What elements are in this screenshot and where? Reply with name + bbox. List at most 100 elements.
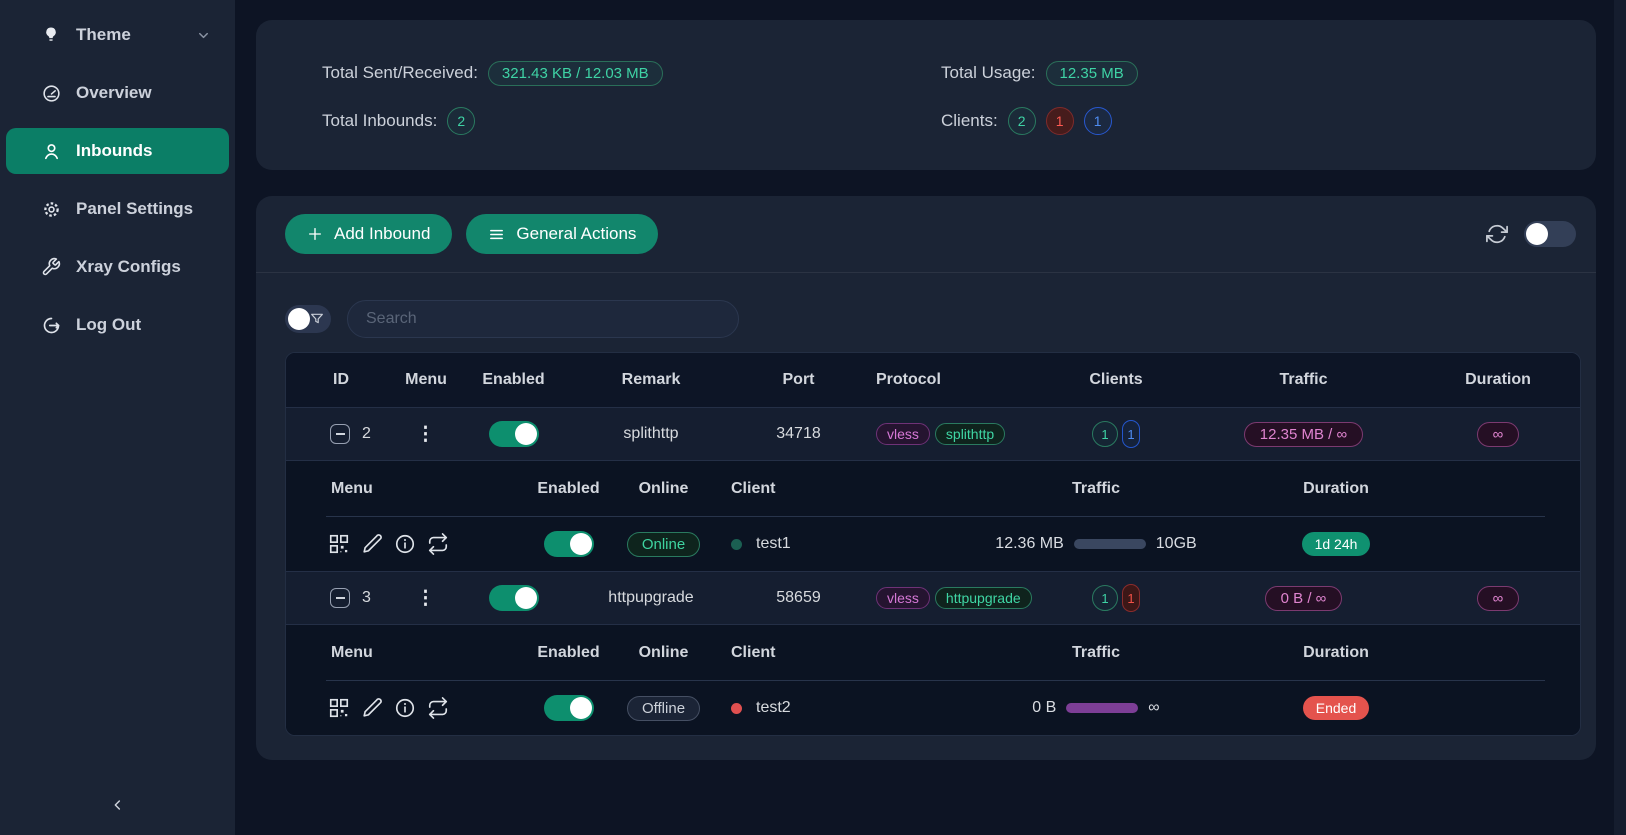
col-header-menu: Menu [405, 371, 447, 388]
inbound-traffic-badge: 12.35 MB / ∞ [1243, 421, 1364, 447]
client-duration-badge: 1d 24h [1301, 532, 1371, 556]
col-header-port: Port [782, 371, 815, 388]
filter-funnel-icon [309, 311, 325, 327]
sidebar-item-inbounds[interactable]: Inbounds [6, 128, 229, 174]
sidebar-collapse-button[interactable] [0, 797, 235, 813]
inbound-enabled-toggle[interactable] [488, 421, 539, 447]
sidebar-item-overview[interactable]: Overview [6, 70, 229, 116]
sidebar-item-label: Theme [76, 25, 131, 44]
logout-icon [40, 314, 62, 336]
sidebar-item-label: Inbounds [76, 141, 153, 160]
col-header-id: ID [333, 371, 349, 388]
client-enabled-toggle[interactable] [543, 531, 594, 557]
gear-icon [40, 198, 62, 220]
protocol-tag: vless [876, 587, 930, 609]
toggle-knob [569, 697, 592, 719]
sub-header-online: Online [638, 643, 689, 661]
edit-client-button[interactable] [361, 533, 383, 555]
client-enabled-toggle[interactable] [543, 695, 594, 721]
collapse-row-button[interactable] [330, 424, 350, 444]
user-icon [40, 140, 62, 162]
sub-header-client: Client [731, 479, 776, 497]
transport-tag: httpupgrade [934, 587, 1032, 609]
sub-header-menu: Menu [331, 643, 373, 661]
scrollbar[interactable] [1614, 0, 1626, 835]
client-name: test1 [756, 535, 791, 552]
qr-code-button[interactable] [328, 697, 350, 719]
client-status-dot [731, 538, 742, 550]
sidebar-item-label: Log Out [76, 315, 142, 334]
sidebar-item-label: Xray Configs [76, 257, 181, 276]
client-info-button[interactable] [394, 533, 416, 555]
refresh-icon[interactable] [1486, 223, 1508, 245]
sidebar-item-xray-configs[interactable]: Xray Configs [6, 244, 229, 290]
clients-count-online: 1 [1083, 107, 1112, 135]
inbound-id: 2 [362, 425, 371, 442]
client-count-badge: 1 [1122, 584, 1140, 612]
client-traffic-total: ∞ [1148, 699, 1160, 716]
sub-header-duration: Duration [1303, 643, 1369, 661]
total-usage-label: Total Usage: [941, 63, 1036, 82]
stats-panel: Total Sent/Received: 321.43 KB / 12.03 M… [256, 20, 1596, 170]
traffic-progress-bar [1066, 703, 1139, 713]
qr-code-button[interactable] [328, 533, 350, 555]
inbound-remark: splithttp [623, 425, 679, 442]
total-inbounds-label: Total Inbounds: [322, 111, 438, 130]
client-info-button[interactable] [394, 697, 416, 719]
sidebar: Theme Overview Inbounds [0, 0, 235, 835]
client-duration-badge: Ended [1302, 696, 1370, 720]
filter-toggle[interactable] [285, 305, 331, 333]
inbound-remark: httpupgrade [608, 589, 694, 606]
inbound-port: 58659 [776, 589, 821, 606]
sidebar-item-label: Overview [76, 83, 152, 102]
sidebar-item-panel-settings[interactable]: Panel Settings [6, 186, 229, 232]
client-count-badge: 1 [1092, 585, 1118, 611]
gauge-icon [40, 82, 62, 104]
client-count-badge: 1 [1092, 421, 1118, 447]
inbound-duration-badge: ∞ [1476, 585, 1520, 611]
client-traffic-total: 10GB [1155, 535, 1197, 552]
search-input[interactable] [347, 300, 739, 338]
client-traffic-used: 0 B [1032, 699, 1057, 716]
col-header-remark: Remark [621, 371, 681, 388]
sub-header-traffic: Traffic [1071, 479, 1120, 497]
reset-traffic-button[interactable] [427, 533, 449, 555]
inbound-row: 2 ⋮ splithttp 34718 vless splithttp 1 1 … [286, 407, 1580, 461]
toggle-knob [514, 423, 537, 445]
col-header-enabled: Enabled [482, 371, 545, 388]
sub-header-duration: Duration [1303, 479, 1369, 497]
row-menu-button[interactable]: ⋮ [416, 423, 436, 445]
collapse-row-button[interactable] [330, 588, 350, 608]
menu-lines-icon [488, 226, 505, 243]
chevron-down-icon [196, 28, 211, 43]
client-header-row: Menu Enabled Online Client Traffic Durat… [286, 461, 1580, 516]
client-header-divider [326, 680, 1545, 681]
toggle-knob [569, 533, 592, 555]
edit-client-button[interactable] [361, 697, 383, 719]
col-header-clients: Clients [1089, 371, 1143, 388]
sidebar-item-log-out[interactable]: Log Out [6, 302, 229, 348]
sidebar-item-theme[interactable]: Theme [6, 12, 229, 58]
toggle-knob [514, 587, 537, 609]
clients-count-expired: 1 [1045, 107, 1074, 135]
client-header-row: Menu Enabled Online Client Traffic Durat… [286, 625, 1580, 680]
traffic-progress-bar [1073, 539, 1146, 549]
auto-refresh-toggle[interactable] [1524, 221, 1576, 247]
reset-traffic-button[interactable] [427, 697, 449, 719]
sub-header-menu: Menu [331, 479, 373, 497]
row-menu-button[interactable]: ⋮ [416, 587, 436, 609]
client-header-divider [326, 516, 1545, 517]
wrench-icon [40, 256, 62, 278]
sub-header-online: Online [638, 479, 689, 497]
general-actions-button[interactable]: General Actions [466, 214, 659, 254]
col-header-duration: Duration [1465, 371, 1531, 388]
col-header-traffic: Traffic [1279, 371, 1328, 388]
toggle-knob [288, 308, 310, 330]
add-inbound-button[interactable]: Add Inbound [285, 214, 453, 254]
clients-label: Clients: [941, 111, 998, 130]
sub-header-traffic: Traffic [1071, 643, 1120, 661]
sub-header-enabled: Enabled [537, 643, 600, 661]
table-header-row: ID Menu Enabled Remark Port Protocol Cli… [286, 353, 1580, 407]
inbound-enabled-toggle[interactable] [488, 585, 539, 611]
inbound-port: 34718 [776, 425, 821, 442]
